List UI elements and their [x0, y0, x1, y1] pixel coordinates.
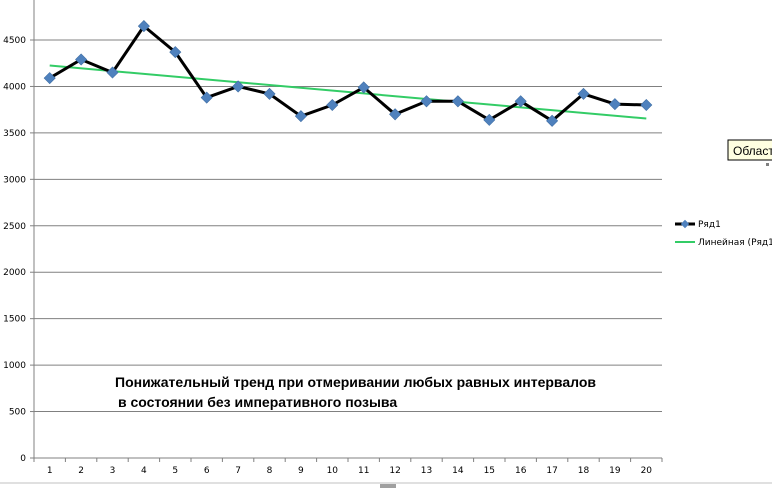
x-tick-label: 18	[578, 466, 590, 476]
data-point	[577, 87, 590, 100]
annotation-line-2: в состоянии без императивного позыва	[118, 394, 397, 410]
x-tick-label: 3	[110, 466, 116, 476]
legend-trend-label: Линейная (Ряд1)	[698, 238, 772, 248]
tooltip-text: Област	[733, 144, 772, 158]
tooltip-box	[727, 139, 772, 161]
y-tick-label: 3000	[3, 175, 26, 185]
trendline	[49, 64, 647, 120]
data-point	[232, 80, 245, 93]
legend-series-marker	[680, 219, 690, 229]
y-tick-label: 2500	[3, 222, 26, 232]
x-tick-label: 14	[452, 466, 464, 476]
x-tick-label: 15	[484, 466, 495, 476]
y-tick-label: 3500	[3, 129, 26, 139]
y-tick-label: 4500	[3, 36, 26, 46]
y-tick-label: 0	[20, 454, 26, 464]
y-tick-label: 500	[9, 408, 26, 418]
trendline-group	[49, 64, 647, 120]
x-tick-label: 10	[327, 466, 339, 476]
data-point	[451, 95, 464, 108]
y-tick-label: 1000	[3, 361, 26, 371]
data-point	[483, 113, 496, 126]
x-tick-label: 13	[421, 466, 432, 476]
tooltip: Област	[727, 139, 772, 166]
x-tick-label: 12	[389, 466, 400, 476]
legend: Ряд1 Линейная (Ряд1)	[675, 219, 772, 248]
x-tick-label: 16	[515, 466, 527, 476]
annotation-line-1: Понижательный тренд при отмеривании любы…	[115, 374, 596, 390]
x-tick-label: 2	[78, 466, 84, 476]
data-point	[200, 91, 213, 104]
data-point	[514, 95, 527, 108]
scroll-grip[interactable]	[380, 484, 396, 488]
x-tick-label: 11	[358, 466, 369, 476]
x-tick-label: 9	[298, 466, 304, 476]
data-point	[326, 99, 339, 112]
gridlines	[34, 39, 662, 413]
data-point	[106, 66, 119, 79]
x-tick-label: 7	[235, 466, 241, 476]
x-tick-label: 19	[609, 466, 621, 476]
data-point	[263, 87, 276, 100]
data-point	[294, 110, 307, 123]
data-point	[357, 81, 370, 94]
data-point	[169, 46, 182, 59]
x-tick-label: 5	[172, 466, 178, 476]
y-tick-label: 2000	[3, 268, 26, 278]
x-tick-label: 6	[204, 466, 210, 476]
tooltip-handle	[766, 163, 769, 166]
y-tick-labels: 0 500 1000 1500 2000 2500 3000 3500 4000 4500	[3, 36, 34, 464]
legend-series-label: Ряд1	[698, 220, 721, 230]
series-group	[43, 20, 653, 127]
x-tick-label: 17	[546, 466, 557, 476]
data-point	[546, 114, 559, 127]
x-tick-label: 4	[141, 466, 147, 476]
data-point	[389, 108, 402, 121]
x-tick-label: 8	[267, 466, 273, 476]
y-tick-label: 1500	[3, 315, 26, 325]
data-point	[43, 72, 56, 85]
data-point	[640, 99, 653, 112]
x-tick-labels: 1 2 3 4 5 6 7 8 9 10 11 12 13 14 15 16 17 18 19 20	[33, 458, 663, 476]
x-tick-label: 1	[47, 466, 53, 476]
y-tick-label: 4000	[3, 82, 26, 92]
x-tick-label: 20	[641, 466, 653, 476]
data-point	[137, 20, 150, 33]
series-line	[48, 24, 647, 123]
data-point	[608, 98, 621, 111]
data-point	[75, 53, 88, 66]
data-point	[420, 95, 433, 108]
